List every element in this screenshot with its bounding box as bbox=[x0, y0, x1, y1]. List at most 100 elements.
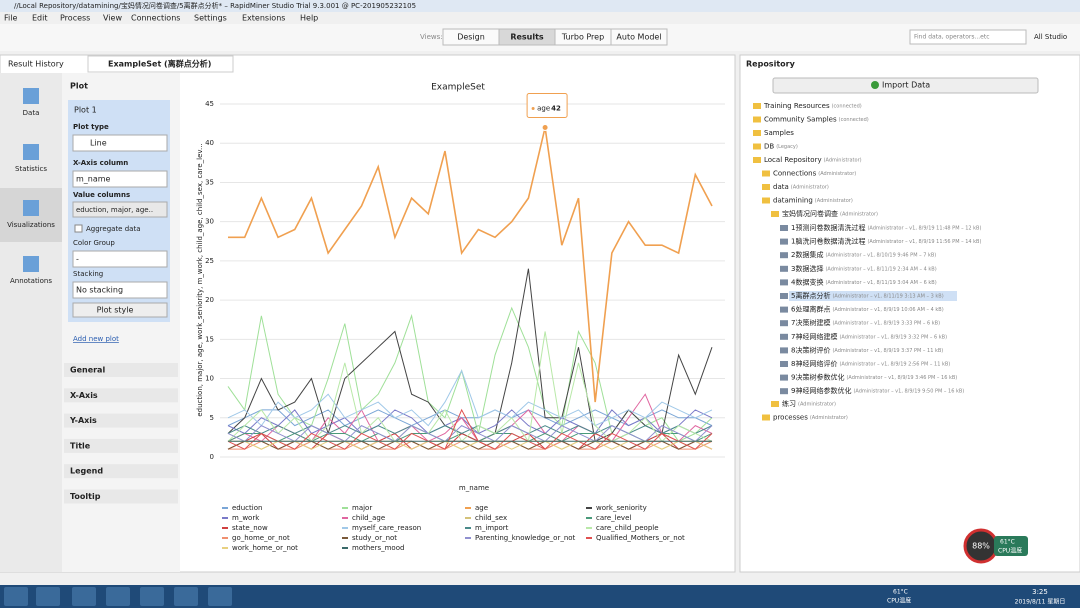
view-tab[interactable] bbox=[610, 28, 668, 46]
tree-selection[interactable] bbox=[789, 291, 957, 301]
tree-label[interactable]: data bbox=[773, 183, 789, 191]
tree-icon bbox=[762, 170, 770, 177]
tree-label[interactable]: 9决策树参数优化 bbox=[791, 373, 844, 382]
taskbar-app[interactable] bbox=[4, 587, 28, 606]
tree-label[interactable]: 练习 bbox=[782, 399, 796, 408]
sidebar-label[interactable]: Visualizations bbox=[7, 221, 55, 229]
tree-label[interactable]: datamining bbox=[773, 197, 813, 205]
view-tab-label[interactable]: Results bbox=[510, 33, 544, 42]
tree-label[interactable]: Connections bbox=[773, 170, 817, 178]
sidebar-label[interactable]: Statistics bbox=[15, 165, 47, 173]
section-label[interactable]: Y-Axis bbox=[69, 416, 97, 425]
section-label[interactable]: Tooltip bbox=[70, 492, 101, 501]
legend-label: mothers_mood bbox=[352, 544, 404, 552]
dropdown[interactable] bbox=[72, 250, 168, 268]
search-box[interactable] bbox=[909, 29, 1027, 45]
taskbar-app[interactable] bbox=[106, 587, 130, 606]
section-label[interactable]: X-Axis bbox=[70, 391, 98, 400]
menu-item[interactable]: Edit bbox=[32, 14, 48, 23]
menu-item[interactable]: Settings bbox=[194, 14, 227, 23]
dropdown[interactable] bbox=[72, 134, 168, 152]
section[interactable] bbox=[64, 388, 178, 403]
dropdown[interactable] bbox=[72, 170, 168, 188]
section[interactable] bbox=[64, 363, 178, 377]
tree-label[interactable]: DB bbox=[764, 143, 774, 151]
tree-label[interactable]: 9神经网络参数优化 bbox=[791, 386, 851, 395]
view-tab-label[interactable]: Turbo Prep bbox=[561, 33, 604, 42]
tree-icon bbox=[780, 388, 788, 395]
dropdown-value[interactable]: - bbox=[76, 255, 79, 264]
view-tab-label[interactable]: Auto Model bbox=[616, 33, 661, 42]
taskbar-app[interactable] bbox=[36, 587, 60, 606]
tab[interactable]: ExampleSet (离群点分析) bbox=[108, 59, 211, 69]
view-tab-label[interactable]: Design bbox=[457, 33, 485, 42]
import-label[interactable]: Import Data bbox=[882, 81, 930, 90]
sidebar-icon[interactable] bbox=[23, 200, 39, 216]
sidebar-icon[interactable] bbox=[23, 144, 39, 160]
section-label[interactable]: Legend bbox=[70, 467, 103, 476]
cpu-label: CPU温度 bbox=[998, 547, 1022, 555]
tree-label[interactable]: 1预测问卷数据清洗过程 bbox=[791, 223, 865, 232]
sidebar-label[interactable]: Annotations bbox=[10, 277, 52, 285]
plot-style-button[interactable] bbox=[72, 302, 168, 318]
section-label[interactable]: Title bbox=[70, 441, 91, 450]
tree-label[interactable]: Training Resources bbox=[763, 102, 830, 110]
sidebar-icon[interactable] bbox=[23, 256, 39, 272]
dropdown-value[interactable]: No stacking bbox=[76, 286, 123, 295]
value-columns[interactable]: eduction, major, age.. bbox=[76, 206, 153, 214]
tree-label[interactable]: 7神经网络建模 bbox=[791, 332, 837, 341]
scope[interactable]: All Studio bbox=[1034, 33, 1067, 41]
tree-label[interactable]: 宝妈情况问卷调查 bbox=[782, 209, 838, 218]
taskbar-app[interactable] bbox=[174, 587, 198, 606]
taskbar-app[interactable] bbox=[72, 587, 96, 606]
menu-item[interactable]: Extensions bbox=[242, 14, 285, 23]
tab[interactable]: Result History bbox=[8, 60, 64, 69]
section-label[interactable]: General bbox=[70, 366, 105, 375]
value-columns[interactable] bbox=[72, 201, 168, 218]
menu-item[interactable]: File bbox=[4, 14, 17, 23]
dropdown-value[interactable]: m_name bbox=[76, 175, 111, 184]
legend-label: eduction bbox=[232, 504, 262, 512]
section[interactable] bbox=[64, 438, 178, 453]
dropdown-value[interactable]: Line bbox=[90, 139, 107, 148]
menu-item[interactable]: Help bbox=[300, 14, 318, 23]
tree-icon bbox=[780, 225, 788, 231]
y-tick-label: 25 bbox=[205, 257, 214, 265]
section[interactable] bbox=[64, 464, 178, 479]
clock-date: 2019/8/11 星期日 bbox=[1015, 598, 1066, 606]
checkbox-label[interactable]: Aggregate data bbox=[86, 225, 140, 233]
search-placeholder[interactable]: Find data, operators...etc bbox=[914, 34, 990, 41]
link[interactable]: Add new plot bbox=[73, 335, 119, 343]
tree-label[interactable]: 3数据选择 bbox=[791, 264, 823, 273]
tree-label[interactable]: 4数据变换 bbox=[791, 277, 823, 286]
plot-style[interactable]: Plot style bbox=[97, 306, 134, 315]
menu-item[interactable]: Connections bbox=[131, 14, 180, 23]
menu-item[interactable]: View bbox=[103, 14, 122, 23]
legend-label: state_now bbox=[232, 524, 268, 532]
tree-icon bbox=[762, 184, 770, 190]
section[interactable] bbox=[64, 489, 178, 504]
tree-label[interactable]: 6处理离群点 bbox=[791, 305, 830, 314]
y-tick-label: 5 bbox=[210, 414, 214, 422]
tree-label[interactable]: 8神经网络评价 bbox=[791, 359, 837, 368]
menu-item[interactable]: Process bbox=[60, 14, 90, 23]
sidebar-label[interactable]: Data bbox=[23, 109, 40, 117]
tree-label[interactable]: 2数据集成 bbox=[791, 250, 823, 259]
tree-label[interactable]: 1脑洗问卷数据清洗过程 bbox=[791, 237, 865, 246]
tree-label[interactable]: Samples bbox=[764, 129, 794, 137]
tree-label[interactable]: Local Repository bbox=[764, 156, 822, 164]
tree-label[interactable]: 7决策树建模 bbox=[791, 318, 830, 327]
dropdown[interactable] bbox=[72, 281, 168, 299]
tree-note: (Administrator) bbox=[815, 198, 853, 204]
sidebar-icon[interactable] bbox=[23, 88, 39, 104]
tree-label[interactable]: 5离群点分析 bbox=[791, 291, 830, 300]
tab-active[interactable] bbox=[87, 55, 234, 73]
section[interactable] bbox=[64, 413, 178, 428]
taskbar-app[interactable] bbox=[140, 587, 164, 606]
tree-label[interactable]: Community Samples bbox=[764, 116, 837, 124]
taskbar-app[interactable] bbox=[208, 587, 232, 606]
tree-label[interactable]: processes bbox=[773, 414, 808, 422]
checkbox[interactable] bbox=[74, 224, 83, 233]
tree-label[interactable]: 8决策树评价 bbox=[791, 345, 830, 354]
import-button[interactable] bbox=[772, 77, 1039, 94]
